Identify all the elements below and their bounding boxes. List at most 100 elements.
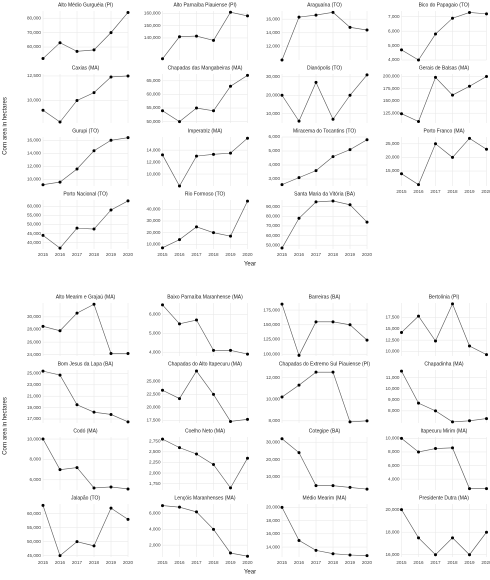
data-point [109,31,113,35]
y-tick-label: 150,000 [144,23,161,28]
data-point [126,420,130,424]
data-point [75,98,79,102]
y-tick-label: 1,750 [149,481,161,486]
series-line [281,304,368,357]
panel-title: Lençóis Maranhenses (MA) [174,495,235,501]
data-point [468,344,471,348]
panel-title: Chapadas do Alto Itapecuru (MA) [168,361,242,367]
y-tick-label: 20,000 [266,505,280,510]
y-tick-label: 25,000 [27,371,41,376]
y-tick-label: 2,250 [149,460,161,465]
x-tick-label: 2019 [345,252,356,257]
data-point [280,395,284,399]
y-tick-label: 12,000 [146,159,160,164]
y-tick-label: 4,000 [269,162,281,167]
data-point [314,548,318,552]
x-tick-label: 2015 [277,560,288,565]
data-point [195,154,198,158]
y-tick-label: 60,000 [27,44,41,49]
y-tick-label: 70,000 [266,223,280,228]
data-point [348,203,352,207]
data-point [246,73,249,77]
y-tick-label: 11,000 [386,375,400,380]
data-point [229,486,232,490]
x-tick-label: 2017 [311,252,322,257]
x-tick-label: 2016 [294,560,305,565]
data-point [92,91,96,95]
series-line [162,505,248,557]
panel-title: Santa Maria da Vitória (BA) [294,191,355,197]
x-tick-label: 2018 [89,252,100,257]
x-tick-label: 2018 [328,560,339,565]
panel-title: Baixo Parnaíba Maranhense (MA) [167,294,243,300]
y-tick-label: 4,000 [388,57,400,62]
data-point [58,180,62,184]
data-point [468,84,471,88]
data-point [178,35,181,39]
data-point [41,108,45,112]
y-tick-label: 2,000 [149,470,161,475]
data-point [161,153,164,157]
x-tick-label: 2017 [430,560,441,565]
data-point [178,184,181,188]
series-line [281,74,368,122]
y-tick-label: 50,000 [27,222,41,227]
data-point [92,149,96,153]
data-point [348,93,352,97]
x-tick-label: 2016 [174,252,185,257]
data-point [417,536,420,540]
y-tick-label: 12,000 [266,375,280,380]
panel-title: Bertolínia (PI) [429,294,460,300]
y-tick-label: 20,000 [266,457,280,462]
data-point [58,373,62,377]
data-point [280,183,284,187]
x-tick-label: 2016 [413,189,424,194]
data-point [212,348,215,352]
data-point [297,451,301,455]
y-tick-label: 175,000 [383,86,400,91]
data-point [280,93,284,97]
y-tick-label: 15,000 [385,326,399,331]
x-axis-label: Year [244,262,256,268]
data-point [58,468,62,472]
y-tick-label: 10,000 [385,386,399,391]
panel-title: Alto Mearim e Grajaú (MA) [56,294,116,300]
data-point [109,351,113,355]
panel-title: Alto Médio Gurguéia (PI) [58,2,113,8]
y-tick-label: 30,000 [146,218,160,223]
panel-title: Bico do Papagaio (TO) [419,2,470,8]
y-tick-label: 50,000 [146,119,160,124]
data-point [229,348,232,352]
y-tick-label: 50,000 [266,242,280,247]
series-line [42,12,129,59]
panel-title: Chapadas do Extremo Sul Piauiense (PI) [279,361,370,367]
panel-title: Alto Parnaíba Piauiense (PI) [173,2,236,8]
data-point [451,302,454,306]
x-tick-label: 2018 [208,560,219,565]
y-tick-label: 17,500 [146,418,160,423]
data-point [229,419,232,423]
data-point [314,200,318,204]
data-point [161,57,164,61]
data-point [41,233,45,237]
data-point [400,48,403,52]
y-tick-label: 18,000 [266,518,280,523]
data-point [314,484,318,488]
y-tick-label: 8,000 [388,408,400,413]
x-tick-label: 2017 [191,252,202,257]
data-point [297,383,301,387]
y-tick-label: 20,000 [146,405,160,410]
y-tick-label: 125,000 [263,337,280,342]
data-point [195,452,198,456]
x-tick-label: 2019 [106,252,117,257]
data-point [109,75,113,79]
series-line [281,507,368,556]
panel-title: Bom Jesus da Lapa (BA) [58,361,114,367]
data-point [314,80,318,84]
y-tick-label: 55,000 [27,525,41,530]
data-point [246,14,249,18]
x-tick-label: 2019 [225,252,236,257]
y-tick-label: 8,000 [269,418,281,423]
data-point [75,167,79,171]
data-point [417,450,420,454]
